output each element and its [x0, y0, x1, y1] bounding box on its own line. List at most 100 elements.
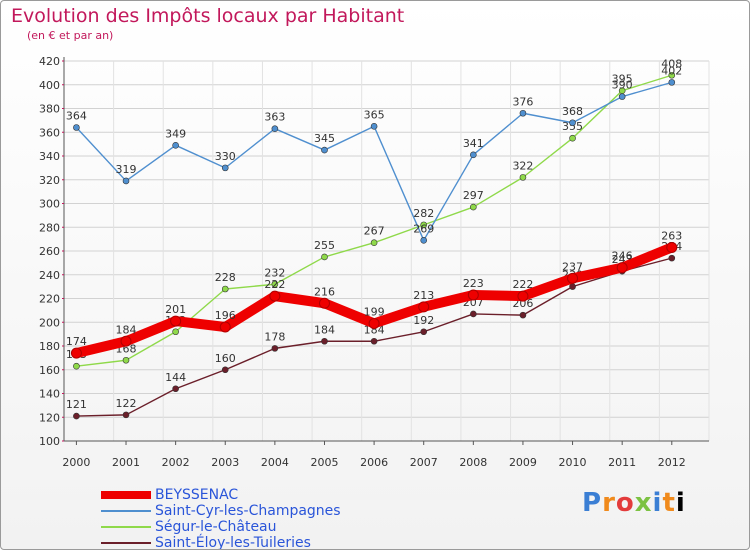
data-point — [321, 253, 328, 261]
y-tick-label: 380 — [39, 103, 60, 116]
data-point — [420, 237, 428, 244]
data-label: 365 — [364, 108, 385, 121]
y-tick-label: 400 — [39, 79, 60, 92]
data-label: 184 — [314, 323, 335, 336]
data-point — [470, 203, 477, 211]
y-tick-label: 240 — [39, 269, 60, 282]
data-label: 232 — [264, 266, 285, 279]
y-tick-label: 340 — [39, 150, 60, 163]
data-label: 263 — [661, 229, 682, 242]
data-point — [70, 347, 82, 359]
data-point — [221, 164, 229, 172]
x-tick-label: 2003 — [211, 456, 239, 469]
data-point — [370, 337, 378, 345]
data-point — [519, 311, 527, 319]
x-tick-label: 2010 — [559, 456, 587, 469]
x-tick-label: 2002 — [162, 456, 190, 469]
data-point — [370, 123, 378, 130]
data-point — [470, 310, 477, 318]
data-label: 269 — [413, 222, 434, 235]
data-point — [318, 297, 330, 309]
data-label: 174 — [66, 335, 87, 348]
data-label: 223 — [463, 277, 484, 290]
data-label: 267 — [364, 225, 385, 238]
y-tick-label: 320 — [39, 174, 60, 187]
data-label: 121 — [66, 398, 87, 411]
data-point — [122, 177, 130, 185]
data-point — [569, 119, 576, 127]
data-label: 395 — [612, 73, 633, 86]
data-point — [666, 241, 678, 253]
data-point — [668, 71, 676, 79]
data-point — [219, 321, 231, 333]
data-point — [470, 151, 477, 159]
y-tick-label: 180 — [39, 340, 60, 353]
data-label: 237 — [562, 260, 583, 273]
x-tick-label: 2009 — [509, 456, 537, 469]
legend-swatch — [101, 510, 151, 512]
data-point — [321, 337, 328, 345]
data-point — [569, 134, 576, 142]
data-label: 122 — [116, 397, 137, 410]
chart-subtitle: (en € et par an) — [27, 29, 114, 42]
data-point — [418, 301, 430, 313]
data-point — [569, 283, 576, 290]
legend-swatch — [101, 526, 151, 528]
y-tick-label: 220 — [39, 293, 60, 306]
data-point — [420, 221, 428, 229]
data-point — [73, 362, 80, 370]
legend-label: Saint-Cyr-les-Champagnes — [155, 503, 341, 519]
y-tick-label: 200 — [39, 316, 60, 329]
legend-label: BEYSSENAC — [155, 487, 239, 503]
data-label: 319 — [116, 163, 137, 176]
data-point — [73, 412, 80, 420]
data-point — [467, 289, 479, 301]
x-tick-label: 2005 — [310, 456, 338, 469]
y-tick-label: 160 — [39, 364, 60, 377]
data-point — [172, 328, 179, 336]
data-point — [321, 146, 328, 154]
y-tick-label: 120 — [39, 411, 60, 424]
data-label: 222 — [512, 278, 533, 291]
y-tick-label: 360 — [39, 126, 60, 139]
x-tick-label: 2011 — [608, 456, 636, 469]
data-point — [668, 79, 676, 86]
legend-swatch — [101, 542, 151, 544]
data-point — [368, 317, 380, 329]
data-point — [668, 254, 676, 262]
x-tick-label: 2006 — [360, 456, 388, 469]
data-point — [122, 356, 130, 364]
data-point — [420, 328, 428, 336]
data-label: 341 — [463, 137, 484, 150]
legend-label: Saint-Éloy-les-Tuileries — [155, 535, 311, 550]
y-tick-label: 260 — [39, 245, 60, 258]
x-tick-label: 2004 — [261, 456, 289, 469]
x-tick-label: 2012 — [658, 456, 686, 469]
data-label: 376 — [512, 95, 533, 108]
data-label: 322 — [512, 159, 533, 172]
data-point — [172, 385, 179, 393]
data-point — [122, 411, 130, 419]
legend-swatch — [101, 491, 151, 499]
data-point — [567, 272, 579, 284]
data-point — [517, 290, 529, 302]
data-point — [120, 335, 132, 347]
x-tick-label: 2000 — [62, 456, 90, 469]
data-label: 246 — [612, 250, 633, 263]
data-label: 196 — [215, 309, 236, 322]
legend-label: Ségur-le-Château — [155, 519, 277, 535]
data-label: 368 — [562, 105, 583, 118]
data-label: 216 — [314, 285, 335, 298]
data-label: 364 — [66, 110, 87, 123]
proxiti-logo: Proxiti — [582, 488, 686, 518]
data-point — [269, 290, 281, 302]
data-label: 408 — [661, 57, 682, 70]
data-point — [370, 239, 378, 246]
data-label: 345 — [314, 132, 335, 145]
data-label: 228 — [215, 271, 236, 284]
data-label: 222 — [264, 278, 285, 291]
data-label: 178 — [264, 330, 285, 343]
data-label: 144 — [165, 371, 186, 384]
